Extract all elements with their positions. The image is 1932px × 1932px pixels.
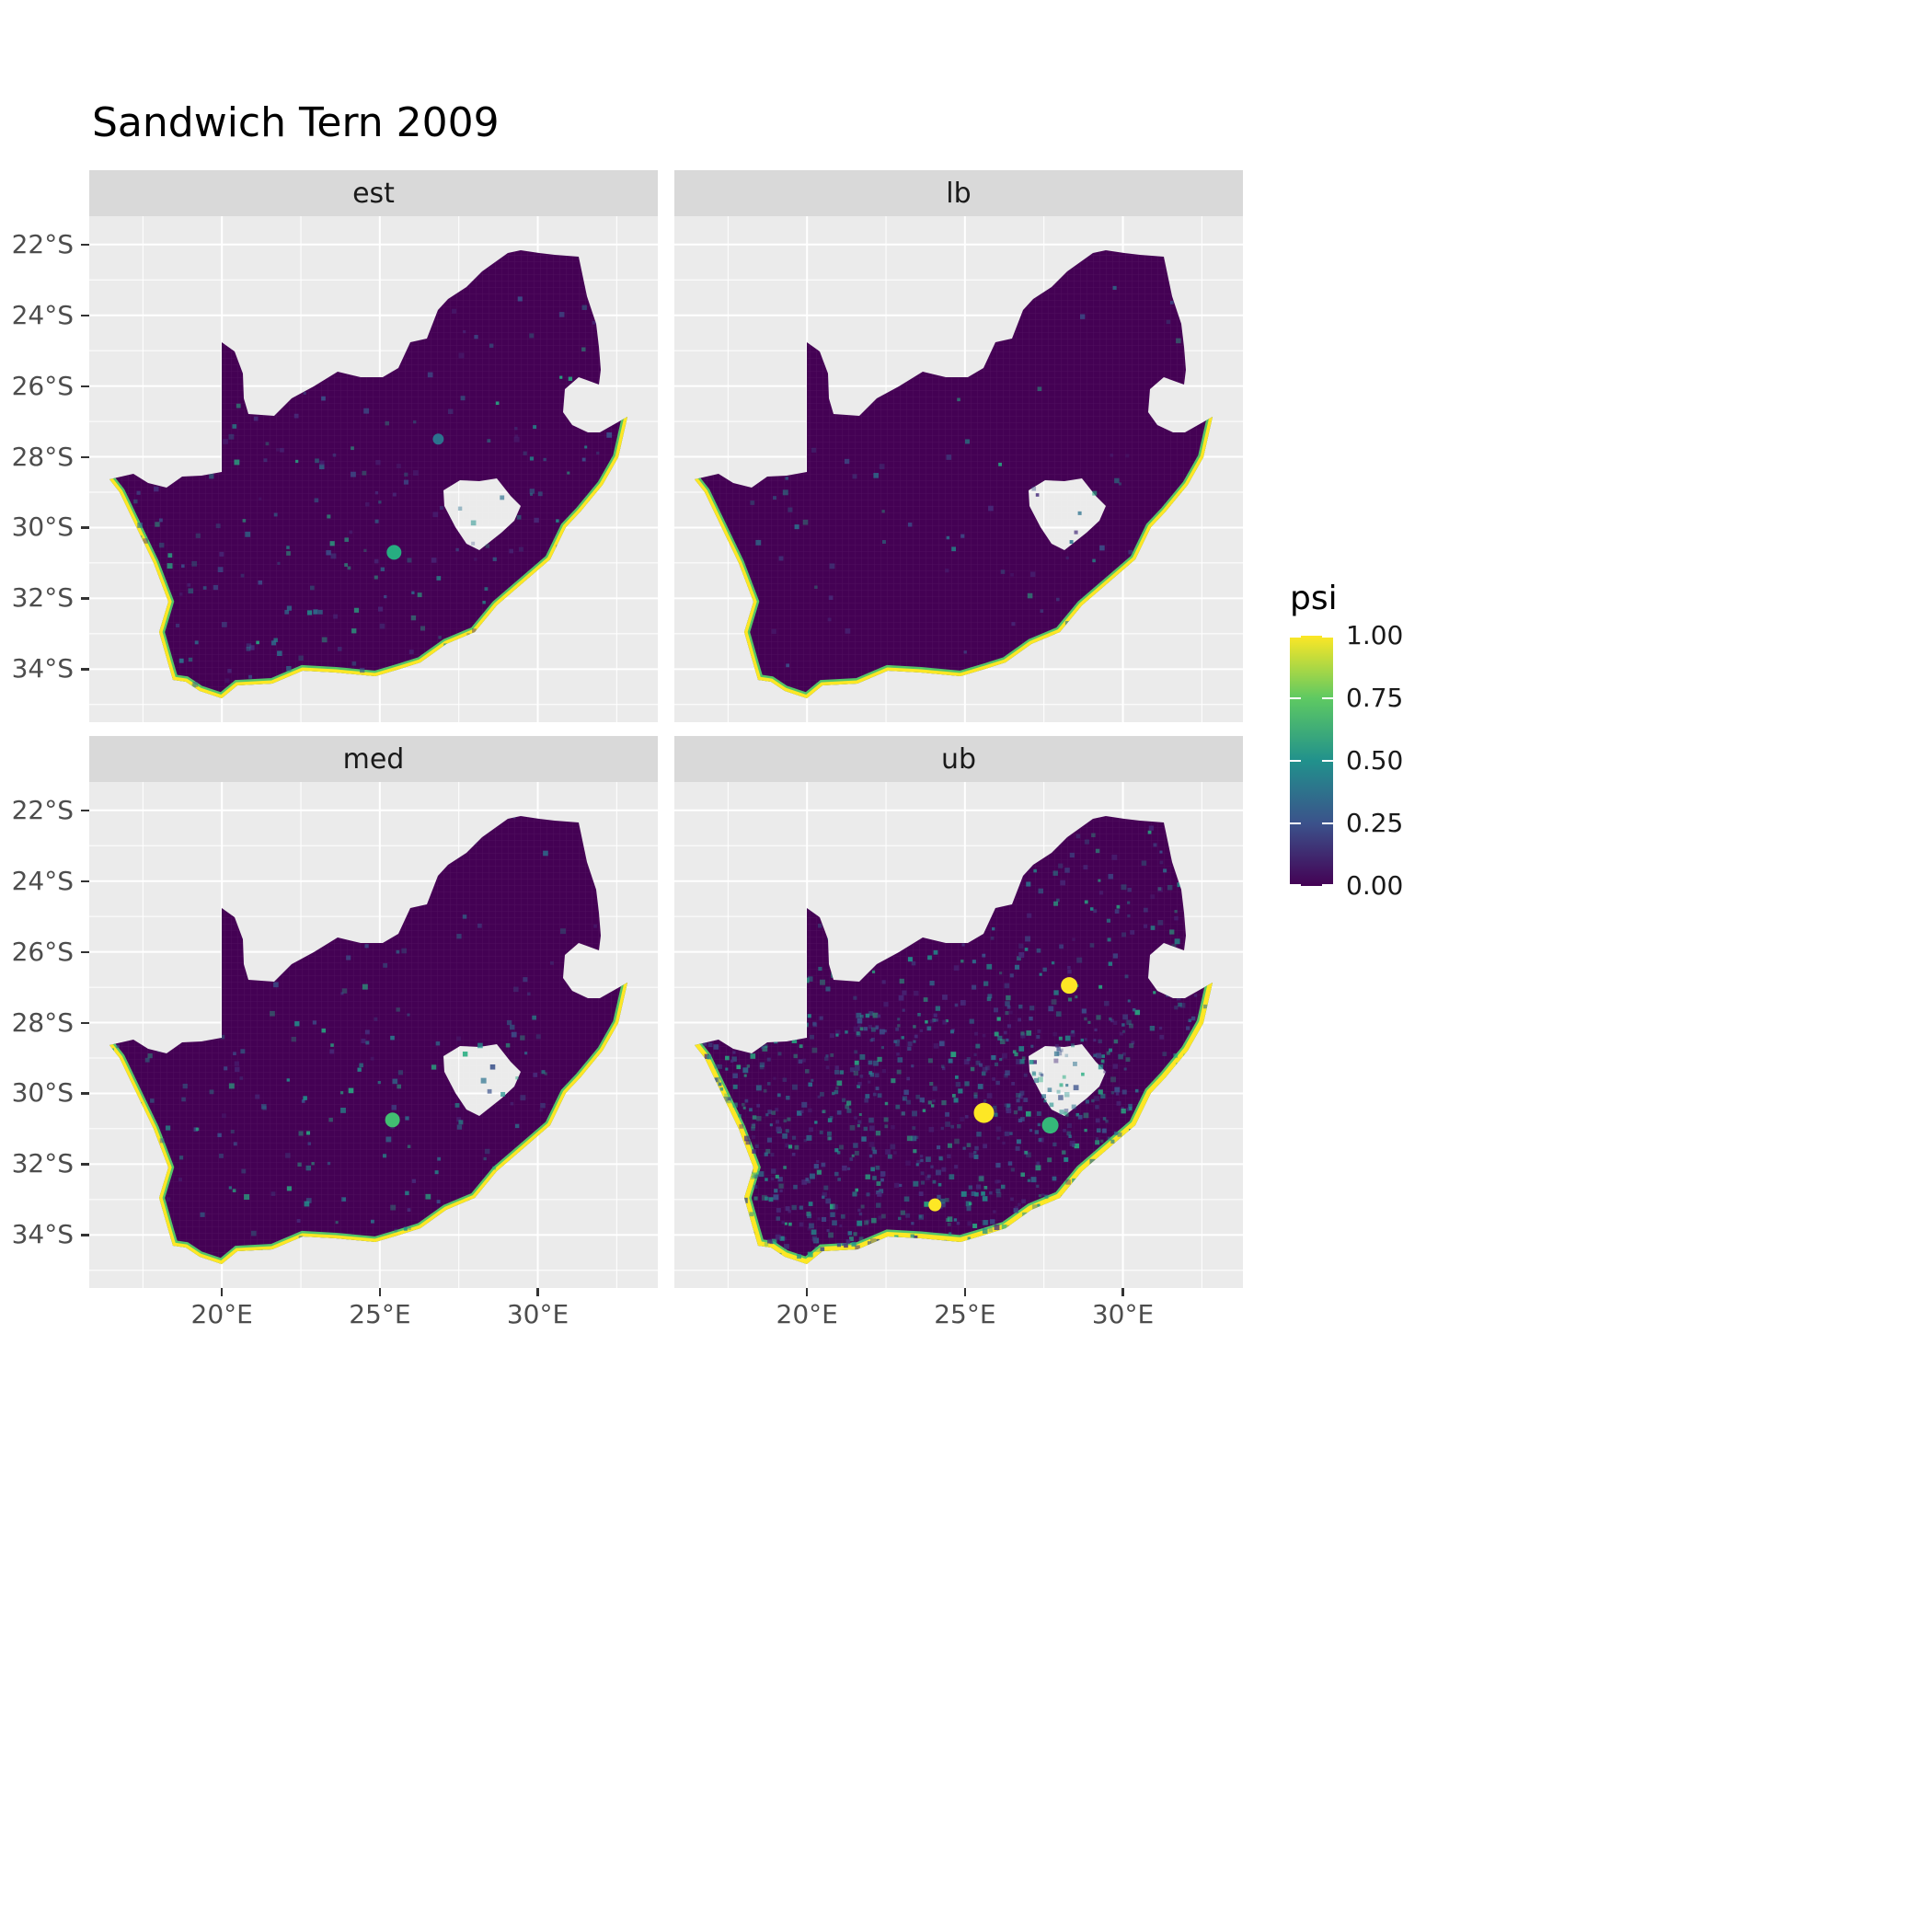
legend-title: psi [1290, 580, 1338, 617]
y-axis-tick-mark [81, 385, 89, 388]
x-axis-tick-label: 20°E [776, 1299, 838, 1329]
y-axis-tick-mark [81, 526, 89, 529]
legend-tick-label: 1.00 [1346, 620, 1404, 650]
x-axis-tick-label: 20°E [190, 1299, 253, 1329]
hotspot [1061, 977, 1078, 995]
facet-strip: med [89, 736, 658, 782]
legend-tick-mark [1322, 822, 1333, 824]
facet-lb: lb [674, 170, 1243, 722]
facet-panel-map [89, 216, 658, 722]
legend-colorbar: 1.00 0.75 0.50 0.25 0.00 [1290, 622, 1403, 900]
hotspot [928, 1198, 942, 1212]
hotspot [973, 1102, 995, 1123]
legend-tick-label: 0.75 [1346, 683, 1404, 713]
y-axis-tick-label: 32°S [11, 1148, 74, 1179]
legend-tick-label: 0.50 [1346, 745, 1404, 776]
x-axis-tick-mark [536, 1288, 539, 1296]
legend-tick-mark [1290, 822, 1301, 824]
y-axis-tick-mark [81, 314, 89, 317]
y-axis-tick-label: 30°S [11, 1077, 74, 1109]
legend-tick-mark [1322, 697, 1333, 699]
x-axis-tick-label: 30°E [506, 1299, 569, 1329]
legend-tick-label: 0.25 [1346, 808, 1404, 838]
y-axis-tick-mark [81, 950, 89, 954]
y-axis-tick-mark [81, 455, 89, 459]
y-axis-tick-mark [81, 1021, 89, 1025]
facet-strip-label: ub [940, 742, 977, 776]
facet-strip: est [89, 170, 658, 216]
y-axis-tick-mark [81, 243, 89, 247]
facet-panel-map [89, 782, 658, 1288]
y-axis-tick-mark [81, 1092, 89, 1095]
facet-med: med [89, 736, 658, 1288]
hotspot [386, 545, 402, 560]
legend-tick-mark [1322, 636, 1333, 638]
y-axis-tick-mark [81, 880, 89, 883]
facet-strip: ub [674, 736, 1243, 782]
y-axis-tick-label: 34°S [11, 1219, 74, 1250]
plot-title: Sandwich Tern 2009 [92, 99, 500, 146]
y-axis-tick-mark [81, 1163, 89, 1166]
y-axis-tick-label: 26°S [11, 370, 74, 401]
y-axis-tick-label: 22°S [11, 794, 74, 825]
y-axis-tick-label: 34°S [11, 653, 74, 684]
legend-tick-mark [1290, 884, 1301, 886]
x-axis-tick-mark [220, 1288, 224, 1296]
facet-strip-label: lb [946, 177, 972, 210]
legend-tick-mark [1290, 636, 1301, 638]
x-axis-tick-mark [963, 1288, 967, 1296]
y-axis-tick-label: 22°S [11, 228, 74, 259]
y-axis-tick-label: 30°S [11, 512, 74, 543]
facet-strip-label: est [352, 177, 395, 210]
y-axis-tick-label: 28°S [11, 441, 74, 472]
y-axis-tick-label: 24°S [11, 865, 74, 896]
facet-strip-label: med [342, 742, 405, 776]
x-axis-tick-label: 30°E [1091, 1299, 1155, 1329]
x-axis-tick-label: 25°E [349, 1299, 411, 1329]
x-axis-tick-mark [805, 1288, 809, 1296]
colorbar-legend: psi 1.00 0.75 0.50 0.25 0.00 [1290, 580, 1403, 900]
y-axis-tick-label: 24°S [11, 299, 74, 330]
x-axis-tick-mark [1121, 1288, 1124, 1296]
legend-tick-mark [1290, 760, 1301, 762]
y-axis-tick-mark [81, 668, 89, 671]
y-axis-tick-label: 32°S [11, 582, 74, 614]
y-axis-tick-mark [81, 1234, 89, 1236]
legend-tick-mark [1322, 760, 1333, 762]
hotspot [1041, 1117, 1059, 1134]
y-axis-tick-mark [81, 597, 89, 600]
y-axis-tick-label: 26°S [11, 936, 74, 967]
facet-panel-map [674, 216, 1243, 722]
legend-tick-mark [1322, 884, 1333, 886]
y-axis-tick-label: 28°S [11, 1006, 74, 1038]
x-axis-tick-mark [378, 1288, 382, 1296]
hotspot [385, 1112, 400, 1128]
facet-panel-map [674, 782, 1243, 1288]
legend-tick-mark [1290, 697, 1301, 699]
x-axis-tick-label: 25°E [934, 1299, 996, 1329]
facet-ub: ub [674, 736, 1243, 1288]
legend-tick-label: 0.00 [1346, 870, 1404, 901]
hotspot [432, 433, 444, 445]
facet-est: est [89, 170, 658, 722]
y-axis-tick-mark [81, 809, 89, 812]
facet-strip: lb [674, 170, 1243, 216]
